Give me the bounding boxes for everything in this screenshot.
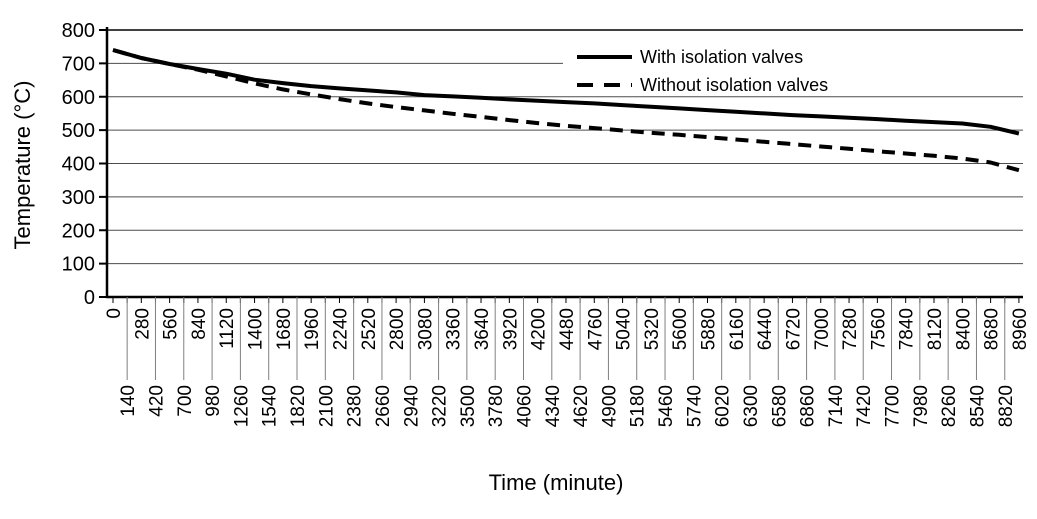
x-tick-label: 2520 xyxy=(359,308,380,350)
x-tick-label: 8260 xyxy=(939,385,960,427)
x-tick-label: 8120 xyxy=(925,308,946,350)
x-tick-label: 6720 xyxy=(783,308,804,350)
x-tick-label: 3080 xyxy=(415,308,436,350)
x-tick-label: 1820 xyxy=(288,385,309,427)
x-tick-label: 3920 xyxy=(500,308,521,350)
x-tick-label: 1400 xyxy=(246,308,267,350)
x-tick-label: 1120 xyxy=(217,308,238,349)
x-tick-label: 4620 xyxy=(571,385,592,427)
x-tick-label: 5880 xyxy=(699,308,720,350)
x-tick-label: 7560 xyxy=(868,308,889,350)
gridlines xyxy=(107,29,1023,265)
x-tick-label: 140 xyxy=(118,385,139,417)
x-tick-label: 2380 xyxy=(345,385,366,427)
x-tick-label: 1680 xyxy=(274,308,295,350)
x-tick-label: 8820 xyxy=(996,385,1017,427)
x-tick-label: 8680 xyxy=(982,308,1003,350)
x-tick-label: 7420 xyxy=(854,385,875,427)
x-tick-label: 280 xyxy=(132,308,153,340)
y-tick-label: 200 xyxy=(62,220,95,242)
y-tick-label: 300 xyxy=(62,187,95,209)
x-tick-label: 2660 xyxy=(373,385,394,427)
x-tick-label: 2940 xyxy=(401,385,422,427)
x-tick-label: 7700 xyxy=(883,385,904,427)
y-axis-title: Temperature (°C) xyxy=(10,81,35,250)
x-tick-label: 6860 xyxy=(798,385,819,427)
y-tick-label: 400 xyxy=(62,154,95,176)
x-tick-label: 4480 xyxy=(557,308,578,350)
x-tick-label: 1540 xyxy=(260,385,281,427)
x-tick-label: 6020 xyxy=(713,385,734,427)
x-tick-label: 3640 xyxy=(472,308,493,350)
series-line-without-isolation-valves xyxy=(112,48,1020,173)
x-tick-label: 7840 xyxy=(897,308,918,350)
x-tick-label: 4340 xyxy=(543,385,564,427)
x-tick-label: 5740 xyxy=(684,385,705,427)
x-tick-label: 5320 xyxy=(642,308,663,350)
x-tick-label: 8960 xyxy=(1010,308,1031,350)
series-line-with-isolation-valves xyxy=(112,48,1020,136)
x-tick-label: 5600 xyxy=(670,308,691,350)
x-tick-label: 1260 xyxy=(231,385,252,427)
x-tick-label: 700 xyxy=(175,385,196,417)
x-tick-label: 3780 xyxy=(486,385,507,427)
x-axis-title: Time (minute) xyxy=(489,470,624,495)
x-tick-label: 1960 xyxy=(302,308,323,350)
x-tick-label: 4200 xyxy=(529,308,550,350)
x-tick-label: 7280 xyxy=(840,308,861,350)
y-tick-label: 100 xyxy=(62,254,95,276)
x-tick-label: 7980 xyxy=(911,385,932,427)
x-tick-label: 3220 xyxy=(430,385,451,427)
x-tick-label: 5180 xyxy=(628,385,649,427)
y-tick-label: 600 xyxy=(62,87,95,109)
x-axis-tick-labels: 0 140 280 420 560 700 840 980 1120 1260 1400 1540 16… xyxy=(104,308,1031,427)
legend: With isolation valves Without isolation … xyxy=(577,47,828,95)
x-tick-label: 6300 xyxy=(741,385,762,427)
x-tick-label: 3360 xyxy=(444,308,465,350)
y-tick-label: 700 xyxy=(62,53,95,75)
x-tick-label: 2100 xyxy=(316,385,337,427)
x-tick-label: 840 xyxy=(189,308,210,340)
x-tick-label: 4760 xyxy=(585,308,606,350)
x-tick-label: 2240 xyxy=(330,308,351,350)
legend-label-without-isolation-valves: Without isolation valves xyxy=(640,75,828,95)
x-tick-label: 7000 xyxy=(812,308,833,350)
series-lines xyxy=(112,48,1020,173)
x-tick-label: 6580 xyxy=(769,385,790,427)
x-tick-label: 8400 xyxy=(953,308,974,350)
x-tick-label: 5460 xyxy=(656,385,677,427)
x-tick-label: 5040 xyxy=(614,308,635,350)
x-tick-label: 560 xyxy=(161,308,182,340)
x-tick-label: 2800 xyxy=(387,308,408,350)
x-tick-label: 7140 xyxy=(826,385,847,427)
x-tick-label: 980 xyxy=(203,385,224,417)
x-tick-label: 4060 xyxy=(514,385,535,427)
x-tick-label: 420 xyxy=(146,385,167,417)
y-tick-label: 800 xyxy=(62,20,95,42)
y-axis-tick-labels: 0 100 200 300 400 500 600 700 800 xyxy=(62,20,95,309)
legend-label-with-isolation-valves: With isolation valves xyxy=(640,47,803,67)
x-tick-label: 6160 xyxy=(727,308,748,350)
x-tick-label: 0 xyxy=(104,308,125,319)
x-tick-label: 4900 xyxy=(599,385,620,427)
x-tick-label: 3500 xyxy=(458,385,479,427)
x-axis-ticks xyxy=(112,297,1020,380)
x-tick-label: 8540 xyxy=(967,385,988,427)
legend-box xyxy=(563,36,1023,94)
y-tick-label: 500 xyxy=(62,120,95,142)
x-tick-label: 6440 xyxy=(755,308,776,350)
axes xyxy=(99,27,1023,299)
y-tick-label: 0 xyxy=(84,287,95,309)
